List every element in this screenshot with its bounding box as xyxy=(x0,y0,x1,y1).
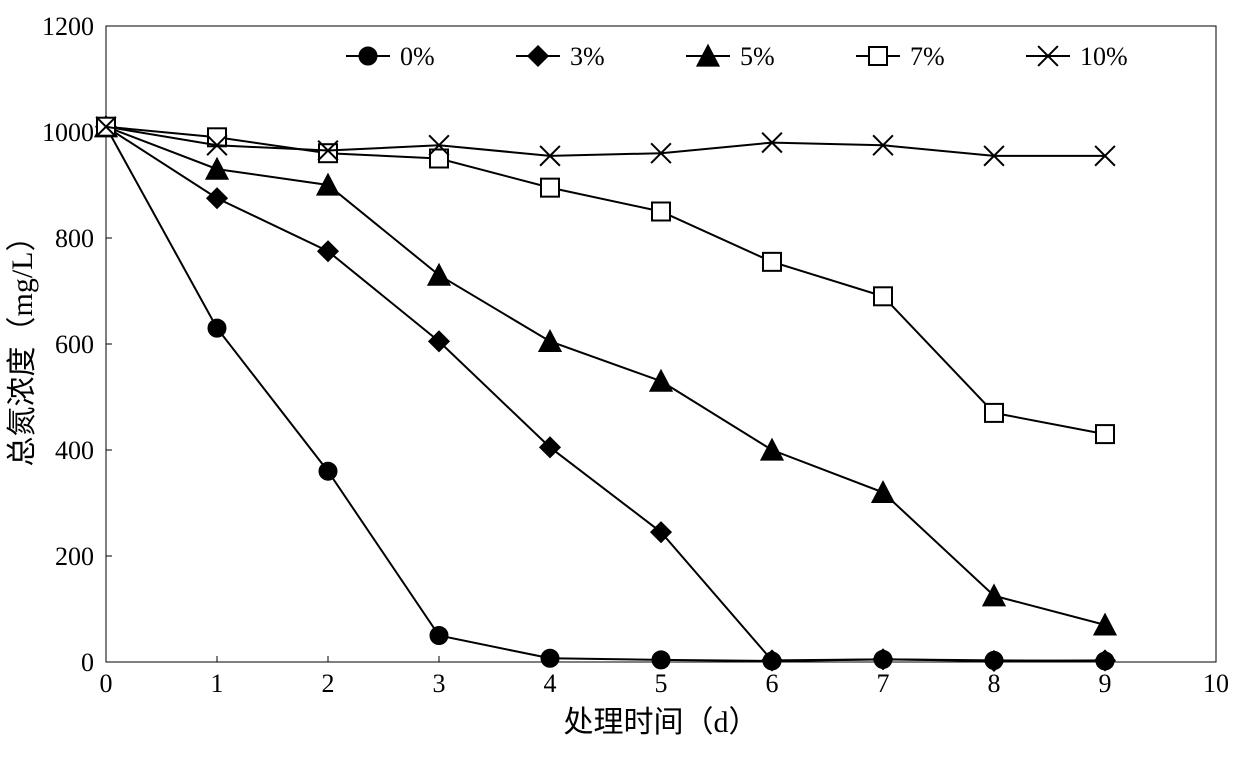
legend-label: 0% xyxy=(400,42,435,71)
x-tick-label: 2 xyxy=(322,669,335,698)
legend-label: 10% xyxy=(1080,42,1128,71)
chart-container: 0 1 2 3 4 5 6 7 8 9 10 0 200 400 600 800 1000 1200 处理时间（d）… xyxy=(0,0,1239,759)
x-tick-label: 7 xyxy=(877,669,890,698)
marker xyxy=(1096,425,1114,443)
y-tick-label: 200 xyxy=(55,542,94,571)
y-tick-label: 400 xyxy=(55,436,94,465)
plot-area xyxy=(106,26,1216,662)
x-tick-label: 6 xyxy=(766,669,779,698)
x-tick-label: 5 xyxy=(655,669,668,698)
y-tick-label: 600 xyxy=(55,330,94,359)
y-tick-label: 800 xyxy=(55,224,94,253)
marker xyxy=(652,203,670,221)
x-tick-label: 9 xyxy=(1099,669,1112,698)
marker xyxy=(541,649,559,667)
marker xyxy=(869,47,887,65)
marker xyxy=(319,144,337,162)
marker xyxy=(985,404,1003,422)
x-tick-label: 0 xyxy=(100,669,113,698)
marker xyxy=(652,651,670,669)
y-axis-label: 总氮浓度（mg/L） xyxy=(6,222,39,467)
marker xyxy=(208,319,226,337)
x-axis-label: 处理时间（d） xyxy=(564,706,759,739)
y-tick-label: 0 xyxy=(81,648,94,677)
legend-label: 7% xyxy=(910,42,945,71)
marker xyxy=(359,47,377,65)
marker xyxy=(319,462,337,480)
y-tick-label: 1000 xyxy=(42,118,94,147)
x-tick-label: 3 xyxy=(433,669,446,698)
legend-label: 3% xyxy=(570,42,605,71)
x-tick-label: 10 xyxy=(1203,669,1229,698)
marker xyxy=(541,179,559,197)
line-chart: 0 1 2 3 4 5 6 7 8 9 10 0 200 400 600 800 1000 1200 处理时间（d）… xyxy=(0,0,1239,759)
x-tick-label: 4 xyxy=(544,669,557,698)
marker xyxy=(874,287,892,305)
x-tick-label: 8 xyxy=(988,669,1001,698)
x-tick-label: 1 xyxy=(211,669,224,698)
marker xyxy=(430,627,448,645)
legend-label: 5% xyxy=(740,42,775,71)
y-tick-label: 1200 xyxy=(42,12,94,41)
marker xyxy=(763,253,781,271)
